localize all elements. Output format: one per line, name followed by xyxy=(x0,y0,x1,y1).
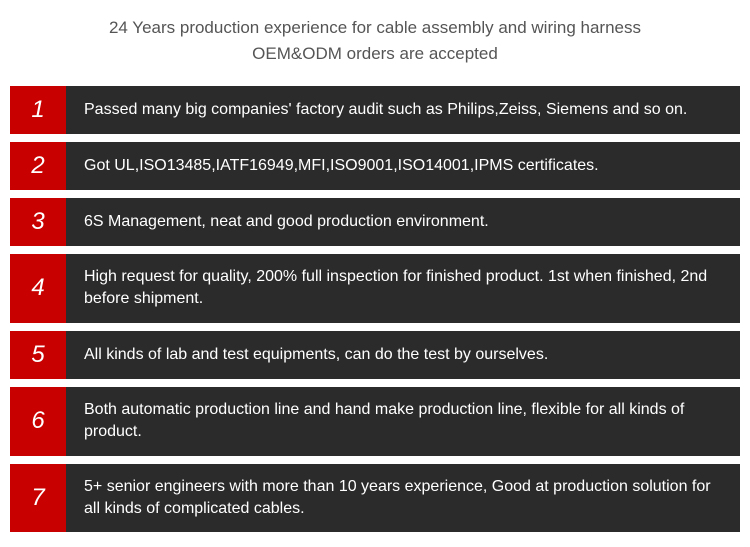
item-text: 6S Management, neat and good production … xyxy=(66,198,740,246)
feature-list: 1 Passed many big companies' factory aud… xyxy=(10,86,740,532)
item-number: 6 xyxy=(10,387,66,456)
list-item: 2 Got UL,ISO13485,IATF16949,MFI,ISO9001,… xyxy=(10,142,740,190)
list-item: 1 Passed many big companies' factory aud… xyxy=(10,86,740,134)
header-line-2: OEM&ODM orders are accepted xyxy=(10,41,740,67)
item-text: Got UL,ISO13485,IATF16949,MFI,ISO9001,IS… xyxy=(66,142,740,190)
item-number: 5 xyxy=(10,331,66,379)
item-number: 4 xyxy=(10,254,66,323)
page-header: 24 Years production experience for cable… xyxy=(10,15,740,66)
item-number: 2 xyxy=(10,142,66,190)
item-text: All kinds of lab and test equipments, ca… xyxy=(66,331,740,379)
list-item: 7 5+ senior engineers with more than 10 … xyxy=(10,464,740,533)
item-number: 1 xyxy=(10,86,66,134)
item-text: 5+ senior engineers with more than 10 ye… xyxy=(66,464,740,533)
item-number: 7 xyxy=(10,464,66,533)
item-text: High request for quality, 200% full insp… xyxy=(66,254,740,323)
item-number: 3 xyxy=(10,198,66,246)
list-item: 6 Both automatic production line and han… xyxy=(10,387,740,456)
item-text: Passed many big companies' factory audit… xyxy=(66,86,740,134)
list-item: 5 All kinds of lab and test equipments, … xyxy=(10,331,740,379)
list-item: 3 6S Management, neat and good productio… xyxy=(10,198,740,246)
list-item: 4 High request for quality, 200% full in… xyxy=(10,254,740,323)
item-text: Both automatic production line and hand … xyxy=(66,387,740,456)
header-line-1: 24 Years production experience for cable… xyxy=(10,15,740,41)
